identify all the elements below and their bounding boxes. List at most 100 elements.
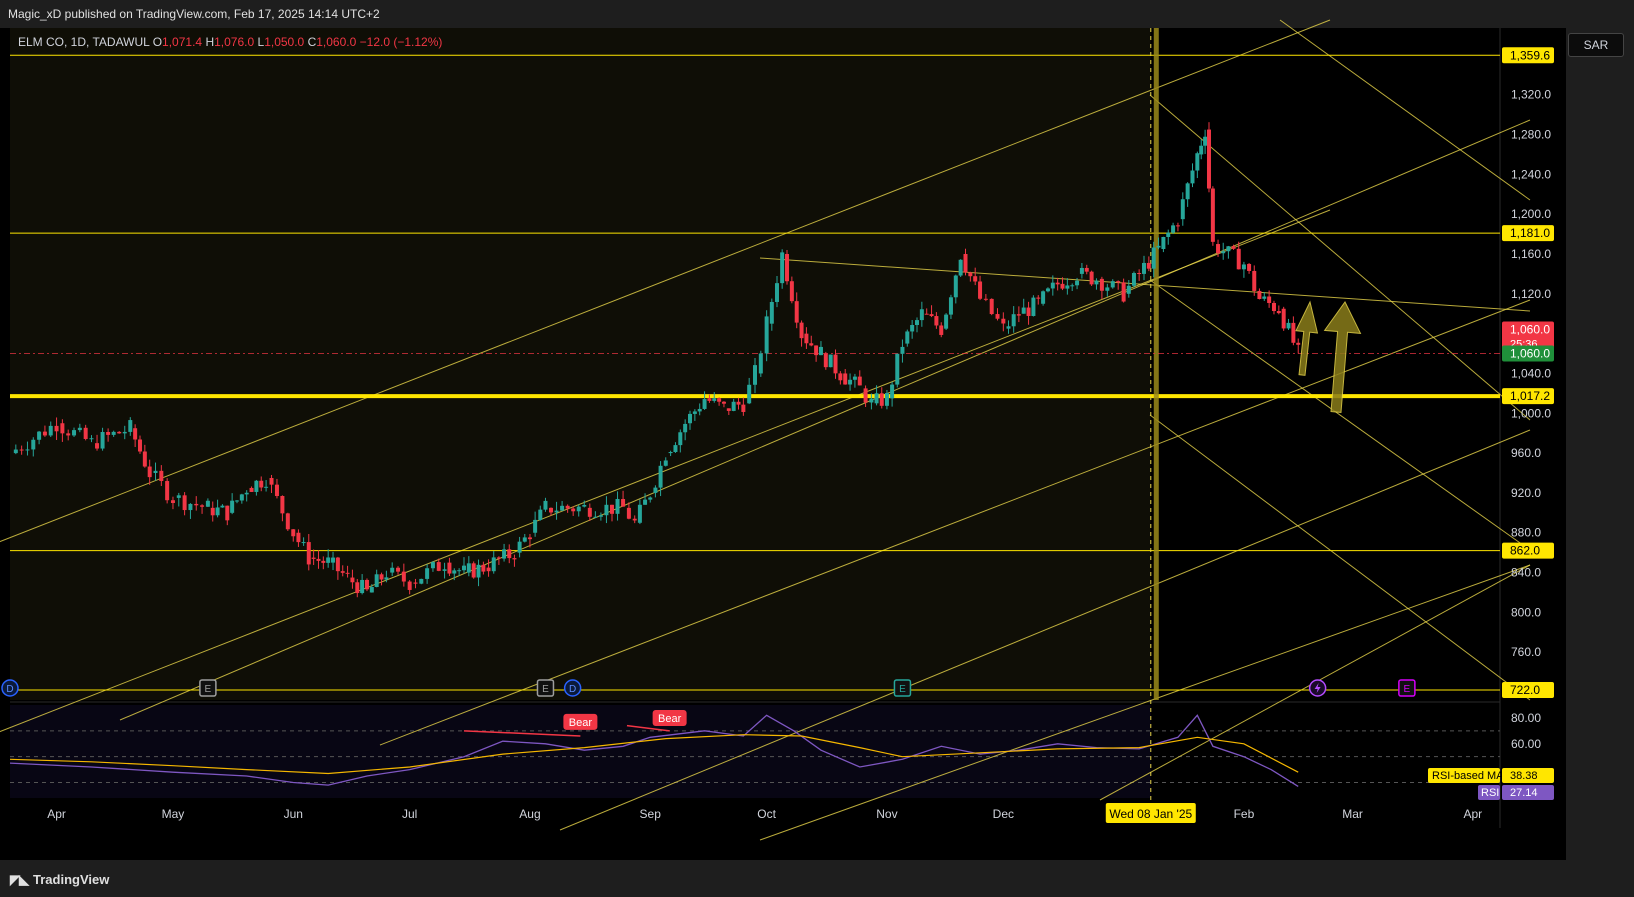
candle	[374, 574, 379, 588]
candle	[1021, 307, 1026, 314]
candle	[147, 466, 152, 478]
candle	[1099, 278, 1104, 291]
trendline[interactable]	[0, 209, 1331, 810]
open-label: O	[152, 35, 163, 49]
level-tag-label: 1,359.6	[1510, 48, 1550, 62]
candle	[843, 373, 848, 385]
candle	[491, 557, 496, 572]
trendline[interactable]	[1149, 279, 1531, 551]
low-value: 1,050.0	[264, 35, 305, 49]
candle	[929, 314, 934, 317]
candle	[1203, 136, 1208, 146]
candle	[194, 503, 199, 506]
price-tick-label: 1,120.0	[1511, 287, 1551, 301]
candle	[296, 532, 301, 543]
candle	[1291, 322, 1296, 343]
candle	[968, 272, 973, 277]
candle	[1210, 188, 1215, 242]
bear-tag-label: Bear	[569, 717, 593, 729]
trendline[interactable]	[1149, 94, 1531, 421]
candle	[486, 567, 491, 572]
candle	[442, 569, 447, 571]
candle	[259, 480, 264, 488]
change-value: −12.0 (−1.12%)	[359, 35, 443, 49]
candle	[384, 577, 389, 580]
trendline[interactable]	[0, 19, 1331, 620]
candle	[165, 481, 170, 501]
earnings-marker-icon[interactable]	[893, 679, 912, 697]
candle	[774, 283, 779, 302]
candle	[637, 504, 642, 523]
candle	[794, 301, 799, 323]
candle	[1006, 326, 1011, 329]
candle	[533, 519, 538, 533]
divergence-line	[626, 724, 670, 732]
candle	[741, 404, 746, 412]
candle	[182, 495, 187, 511]
candle	[914, 320, 919, 326]
price-tick-label: 960.0	[1511, 446, 1541, 460]
candle	[1050, 282, 1055, 289]
candle	[1216, 244, 1221, 254]
projection-arrow[interactable]	[1323, 301, 1362, 413]
candle	[48, 425, 53, 436]
candle	[360, 579, 365, 594]
price-tick-label: 1,040.0	[1511, 366, 1551, 380]
projection-arrow[interactable]	[1295, 300, 1319, 376]
candle	[697, 408, 702, 412]
earnings-marker-icon[interactable]	[1398, 679, 1416, 697]
dividend-marker-icon[interactable]	[1, 679, 19, 697]
trendline[interactable]	[119, 119, 1531, 721]
candle	[963, 253, 968, 273]
candle	[726, 408, 731, 411]
candle	[1045, 288, 1050, 292]
candle	[1195, 153, 1200, 171]
candle	[31, 439, 36, 450]
candle	[874, 393, 879, 404]
tradingview-mark-icon: ◤◣	[10, 872, 29, 887]
currency-button[interactable]: SAR	[1568, 33, 1624, 57]
candle	[1231, 246, 1236, 249]
candle	[407, 581, 412, 590]
candle	[1146, 262, 1151, 269]
candle	[758, 353, 763, 374]
trendline[interactable]	[1149, 414, 1531, 701]
price-tick-label: 1,240.0	[1511, 167, 1551, 181]
candle	[316, 558, 321, 561]
candle	[1236, 248, 1241, 270]
candle	[502, 549, 507, 559]
current-price-label: 1,060.0	[1510, 323, 1550, 337]
candle	[476, 564, 481, 578]
tradingview-brand: TradingView	[33, 872, 110, 887]
trendline[interactable]	[559, 429, 1531, 831]
candle	[220, 505, 225, 508]
candle	[133, 428, 138, 440]
candle	[205, 500, 210, 507]
candle	[598, 515, 603, 517]
price-tick-label: 920.0	[1511, 486, 1541, 500]
price-tick-label: 880.0	[1511, 526, 1541, 540]
candle	[1185, 183, 1190, 200]
candle	[823, 353, 828, 368]
trendline[interactable]	[1279, 19, 1531, 201]
dividend-marker-icon[interactable]	[563, 679, 582, 697]
trendline[interactable]	[759, 257, 1531, 312]
price-tick-label: 1,200.0	[1511, 207, 1551, 221]
earnings-marker-icon[interactable]	[199, 679, 217, 697]
candle	[311, 557, 316, 559]
open-value: 1,071.4	[162, 35, 203, 49]
close-price-tag	[1502, 345, 1554, 362]
candle	[924, 313, 929, 315]
candle	[522, 537, 527, 542]
trendline[interactable]	[759, 564, 1531, 841]
month-label: Jun	[284, 807, 303, 821]
candle	[430, 562, 435, 569]
candle	[350, 577, 355, 583]
candle	[1141, 262, 1146, 274]
published-info: Magic_xD published on TradingView.com, F…	[8, 7, 380, 21]
candle	[648, 497, 653, 500]
month-label: Nov	[876, 807, 897, 821]
earnings-marker-icon[interactable]	[536, 679, 555, 697]
tradingview-logo[interactable]: ◤◣ TradingView	[10, 872, 109, 888]
